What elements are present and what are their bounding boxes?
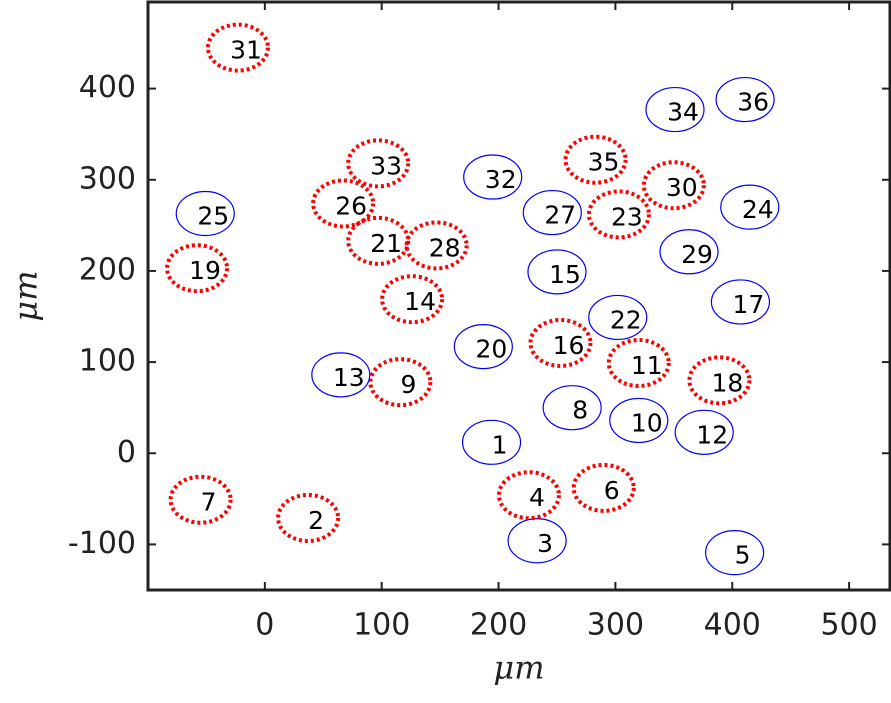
- cell-label: 36: [737, 88, 769, 117]
- cell-marker: [659, 229, 719, 275]
- cell-label: 2: [308, 506, 324, 535]
- y-tick-label: 100: [79, 344, 136, 379]
- cell-marker: [687, 355, 752, 406]
- cell-label: 21: [370, 229, 402, 258]
- cell-label: 30: [666, 173, 698, 202]
- cell-label: 13: [333, 363, 365, 392]
- cell-marker: [720, 184, 780, 230]
- y-tick-label: 200: [79, 252, 136, 287]
- cell-marker: [674, 409, 734, 455]
- cell-label: 11: [631, 351, 663, 380]
- cell-marker: [311, 178, 376, 229]
- cell-marker: [522, 189, 582, 236]
- x-tick-label: 100: [353, 608, 410, 643]
- cell-marker: [588, 294, 648, 341]
- cell-label: 16: [553, 331, 585, 360]
- cell-marker: [311, 352, 371, 398]
- cell-label: 22: [610, 305, 642, 334]
- cell-marker: [542, 385, 602, 431]
- cell-label: 19: [189, 256, 221, 285]
- cell-label: 9: [400, 370, 416, 399]
- cell-marker: [496, 470, 561, 521]
- cell-label: 4: [529, 483, 545, 512]
- cell-label: 34: [667, 98, 699, 127]
- cell-marker: [609, 397, 669, 444]
- cell-marker: [563, 134, 628, 185]
- cell-marker: [586, 189, 651, 240]
- cell-marker: [571, 462, 636, 513]
- cell-label: 1: [492, 430, 508, 459]
- y-tick-label: 0: [117, 435, 136, 470]
- cell-marker: [453, 323, 513, 370]
- cell-label: 26: [335, 191, 367, 220]
- cell-marker: [276, 492, 341, 543]
- cell-label: 17: [733, 290, 765, 319]
- cell-label: 7: [201, 488, 217, 517]
- y-tick-label: 300: [79, 161, 136, 196]
- cell-marker: [346, 215, 411, 266]
- cell-marker: [606, 338, 671, 389]
- cell-label: 15: [549, 260, 581, 289]
- cell-marker: [463, 154, 523, 200]
- cell-label: 25: [197, 201, 229, 230]
- cell-marker: [641, 160, 706, 211]
- cell-marker: [527, 249, 587, 295]
- cell-marker: [380, 274, 445, 325]
- cell-label: 12: [696, 420, 728, 449]
- cell-marker: [507, 518, 567, 564]
- cell-marker: [346, 138, 411, 189]
- cell-label: 8: [572, 396, 588, 425]
- cell-marker: [205, 22, 270, 73]
- cell-label: 24: [742, 195, 774, 224]
- x-tick-label: 300: [587, 608, 644, 643]
- cell-label: 20: [475, 335, 507, 364]
- cell-marker: [528, 317, 593, 368]
- cell-marker: [704, 530, 765, 576]
- cell-label: 10: [631, 408, 663, 437]
- x-tick-label: 400: [704, 608, 761, 643]
- x-tick-label: 0: [255, 608, 274, 643]
- cell-marker: [715, 76, 775, 123]
- cell-label: 6: [604, 476, 620, 505]
- cell-label: 3: [537, 529, 553, 558]
- cell-label: 23: [611, 202, 643, 231]
- cell-marker: [710, 279, 771, 325]
- cell-marker: [168, 474, 233, 525]
- plot-frame: [146, 0, 891, 592]
- x-tick-label: 200: [470, 608, 527, 643]
- cell-marker: [165, 243, 230, 294]
- y-tick-label: 400: [79, 70, 136, 105]
- y-axis-label: μm: [7, 270, 45, 321]
- cell-label: 32: [485, 165, 517, 194]
- cell-label: 14: [404, 287, 436, 316]
- cell-label: 33: [370, 151, 402, 180]
- cell-marker: [175, 190, 235, 237]
- x-axis-label: μm: [493, 649, 544, 687]
- cell-marker: [368, 357, 433, 408]
- cell-label: 5: [735, 541, 751, 570]
- x-tick-label: 500: [820, 608, 877, 643]
- cell-marker: [645, 86, 705, 133]
- cell-marker: [461, 419, 522, 465]
- cell-label: 18: [711, 368, 743, 397]
- cell-label: 28: [429, 233, 461, 262]
- cell-label: 29: [681, 240, 713, 269]
- cell-label: 27: [544, 201, 576, 230]
- cell-label: 35: [588, 148, 620, 177]
- cell-label: 31: [230, 36, 262, 65]
- y-tick-label: -100: [68, 526, 136, 561]
